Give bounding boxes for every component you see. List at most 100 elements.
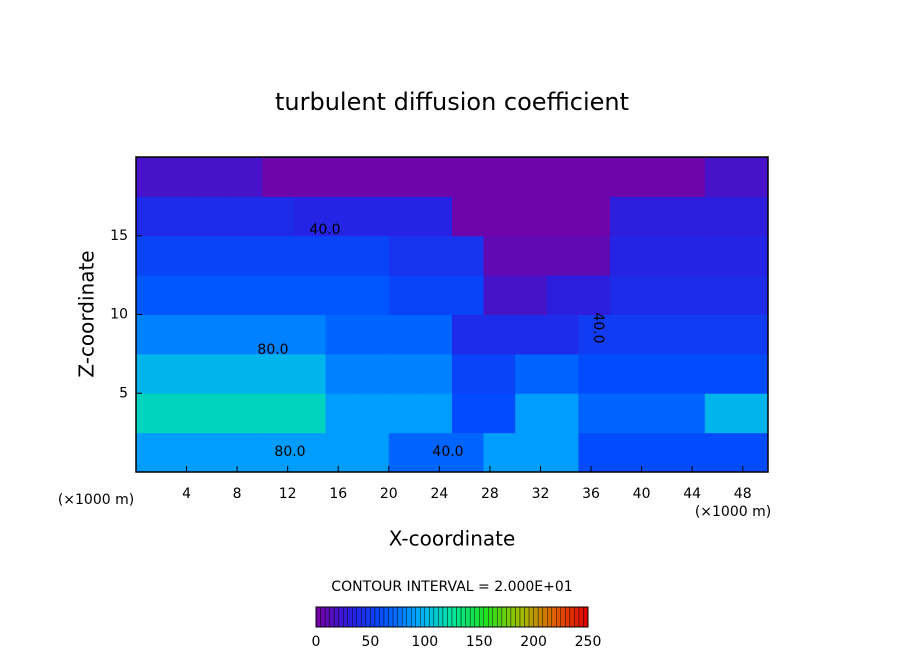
- heat-cell: [483, 353, 516, 394]
- heat-cell: [578, 157, 611, 197]
- colorbar-swatch: [547, 606, 552, 628]
- heat-cell: [546, 275, 579, 315]
- heat-cell: [420, 235, 453, 276]
- heat-cell: [167, 235, 200, 276]
- heat-cell: [736, 157, 769, 197]
- colorbar-swatch: [406, 606, 412, 628]
- heat-cell: [610, 235, 643, 276]
- heat-cell: [483, 432, 516, 473]
- heat-cell: [230, 157, 263, 197]
- heat-cell: [136, 157, 169, 197]
- heat-cell: [136, 353, 169, 394]
- colorbar-swatch: [488, 606, 493, 628]
- heat-cell: [641, 275, 674, 315]
- heat-cell: [736, 353, 769, 394]
- x-unit: (×1000 m): [695, 504, 771, 520]
- heat-cell: [610, 157, 643, 197]
- colorbar-swatch: [469, 606, 475, 628]
- heat-cell: [388, 157, 421, 197]
- y-tick-label: 10: [110, 307, 128, 323]
- heat-cell: [704, 235, 737, 276]
- heat-cell: [325, 314, 358, 355]
- colorbar-swatch: [401, 606, 407, 628]
- colorbar-swatch: [374, 606, 380, 628]
- heat-cell: [325, 235, 358, 276]
- x-tick-label: 44: [683, 486, 701, 502]
- colorbar-swatch: [324, 606, 330, 628]
- heat-cell: [357, 157, 390, 197]
- heat-cell: [262, 353, 295, 394]
- heat-cell: [673, 196, 706, 237]
- heat-cell: [230, 432, 263, 473]
- heat-cell: [420, 196, 453, 237]
- heat-cell: [641, 196, 674, 237]
- colorbar-swatch: [492, 606, 498, 628]
- colorbar-swatch: [338, 606, 344, 628]
- heat-cell: [483, 157, 516, 197]
- colorbar-frame: [315, 606, 589, 628]
- colorbar-swatch: [392, 606, 398, 628]
- heat-cell: [357, 275, 390, 315]
- heat-cell: [199, 432, 232, 473]
- heat-cell: [294, 196, 327, 237]
- colorbar-swatch: [361, 606, 367, 628]
- heat-cell: [388, 393, 421, 434]
- x-tick-label: 40: [633, 486, 651, 502]
- heat-cell: [230, 235, 263, 276]
- heat-cell: [136, 196, 169, 237]
- colorbar-swatch: [451, 606, 457, 628]
- x-tick-label: 8: [233, 486, 242, 502]
- heat-cell: [388, 196, 421, 237]
- colorbar-swatch: [379, 606, 385, 628]
- colorbar-tick-label: 250: [575, 634, 602, 650]
- colorbar-tick-label: 100: [411, 634, 438, 650]
- colorbar-swatch: [474, 606, 480, 628]
- heat-cell: [230, 275, 263, 315]
- contour-interval: CONTOUR INTERVAL = 2.000E+01: [331, 579, 572, 595]
- colorbar-swatch: [429, 606, 435, 628]
- heat-cell: [673, 314, 706, 355]
- heat-cell: [641, 235, 674, 276]
- x-tick-label: 28: [481, 486, 499, 502]
- heat-cell: [230, 393, 263, 434]
- x-tick-label: 36: [582, 486, 600, 502]
- heat-cell: [641, 432, 674, 473]
- heat-cell: [294, 353, 327, 394]
- colorbar-swatch: [497, 606, 503, 628]
- colorbar-swatch: [320, 606, 326, 628]
- colorbar-swatch: [347, 606, 353, 628]
- colorbar-swatch: [415, 606, 421, 628]
- heat-cell: [262, 196, 295, 237]
- heat-cell: [452, 275, 485, 315]
- heat-cell: [483, 275, 516, 315]
- heat-cell: [452, 157, 485, 197]
- x-unit: (×1000 m): [58, 492, 134, 508]
- colorbar-swatch: [356, 606, 362, 628]
- colorbar-swatch: [506, 606, 512, 628]
- heat-cell: [546, 432, 579, 473]
- heat-cell: [420, 275, 453, 315]
- heat-cell: [167, 353, 200, 394]
- colorbar-swatch: [456, 606, 462, 628]
- heat-cell: [515, 157, 548, 197]
- heat-cell: [578, 353, 611, 394]
- heat-cell: [483, 393, 516, 434]
- heat-cell: [704, 314, 737, 355]
- y-tick-label: 5: [119, 385, 128, 401]
- heat-cell: [357, 196, 390, 237]
- heat-cell: [546, 353, 579, 394]
- contour-label: 80.0: [274, 444, 305, 460]
- heat-cell: [673, 353, 706, 394]
- colorbar-swatch: [352, 606, 357, 628]
- heat-cell: [673, 157, 706, 197]
- heat-cell: [483, 196, 516, 237]
- heat-cell: [546, 235, 579, 276]
- heat-cell: [167, 393, 200, 434]
- colorbar-swatch: [388, 606, 394, 628]
- colorbar-swatch: [433, 606, 439, 628]
- heat-cell: [357, 393, 390, 434]
- heat-cell: [610, 314, 643, 355]
- heat-cell: [736, 432, 769, 473]
- heat-cell: [610, 196, 643, 237]
- heat-cell: [136, 275, 169, 315]
